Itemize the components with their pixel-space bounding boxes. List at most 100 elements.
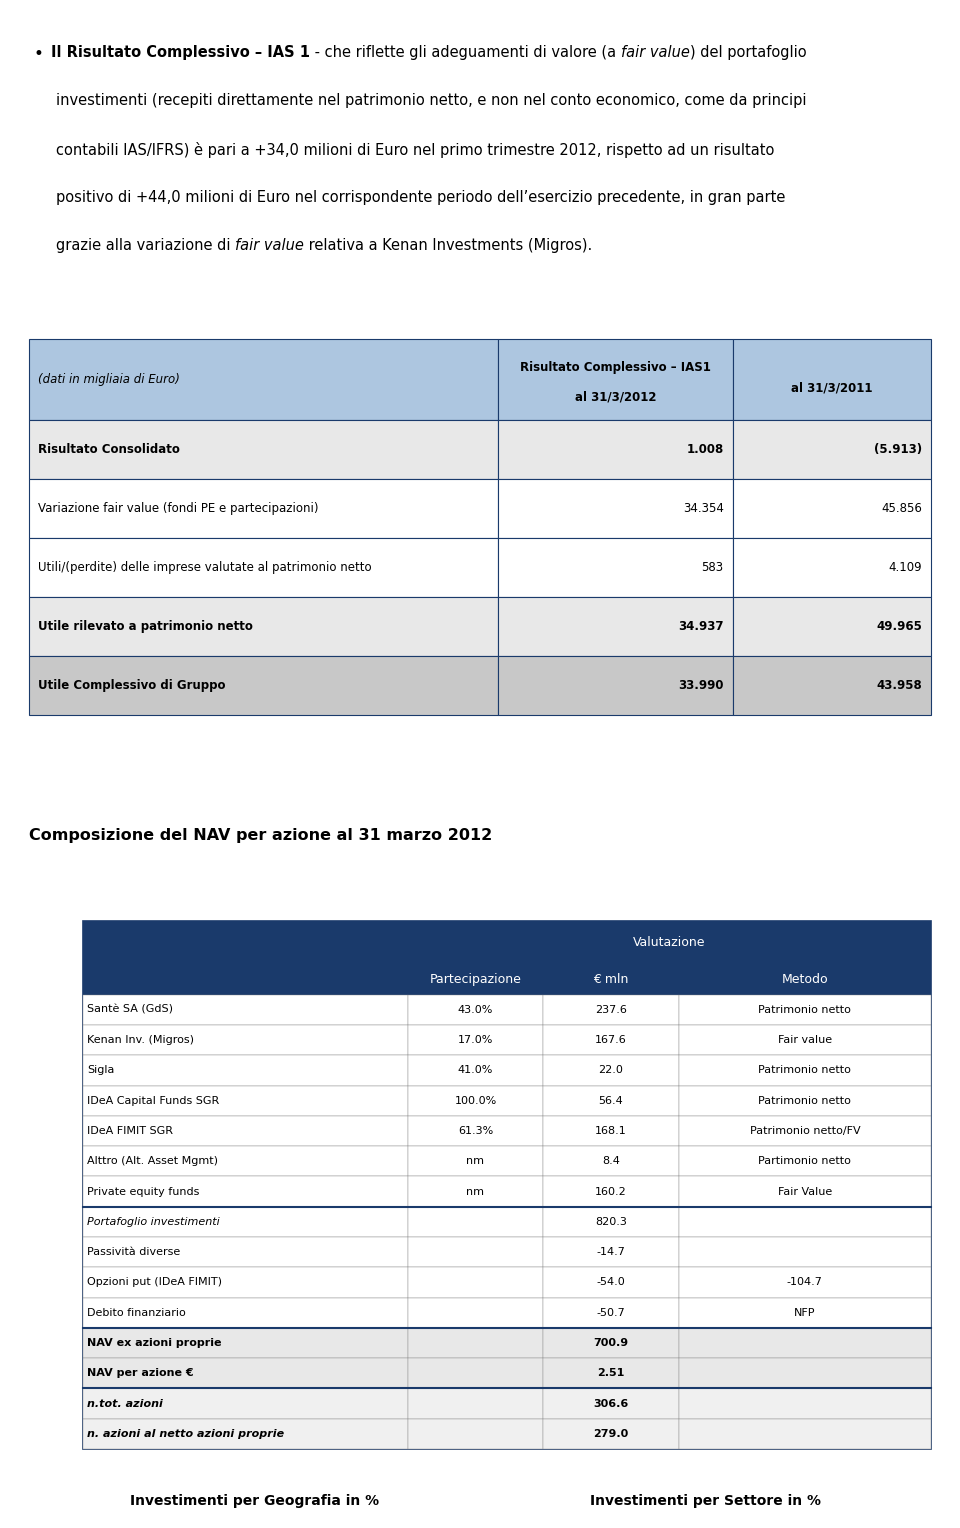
Bar bbox=[83, 1146, 408, 1177]
Bar bbox=[83, 1297, 408, 1328]
Bar bbox=[408, 1267, 543, 1297]
Text: 33.990: 33.990 bbox=[678, 678, 724, 692]
Bar bbox=[679, 1115, 931, 1146]
Bar bbox=[498, 480, 732, 538]
Bar bbox=[732, 656, 931, 715]
Text: 167.6: 167.6 bbox=[595, 1034, 627, 1045]
Bar bbox=[83, 1267, 408, 1297]
Bar bbox=[83, 995, 408, 1025]
Text: 583: 583 bbox=[702, 561, 724, 575]
Text: n. azioni al netto azioni proprie: n. azioni al netto azioni proprie bbox=[87, 1429, 284, 1439]
Text: 56.4: 56.4 bbox=[598, 1096, 623, 1106]
Bar bbox=[679, 1025, 931, 1056]
Text: IDeA FIMIT SGR: IDeA FIMIT SGR bbox=[87, 1126, 174, 1135]
Bar bbox=[543, 1238, 679, 1267]
Bar bbox=[679, 1146, 931, 1177]
Bar bbox=[679, 1420, 931, 1449]
Bar bbox=[679, 1389, 931, 1420]
Bar bbox=[83, 1177, 408, 1207]
Bar bbox=[543, 995, 679, 1025]
Bar bbox=[732, 480, 931, 538]
Text: Utile Complessivo di Gruppo: Utile Complessivo di Gruppo bbox=[37, 678, 226, 692]
Text: contabili IAS/IFRS) è pari a +34,0 milioni di Euro nel primo trimestre 2012, ris: contabili IAS/IFRS) è pari a +34,0 milio… bbox=[56, 142, 775, 157]
Text: ) del portafoglio: ) del portafoglio bbox=[690, 44, 806, 60]
Text: Patrimonio netto: Patrimonio netto bbox=[758, 1096, 852, 1106]
Bar bbox=[408, 1207, 543, 1238]
Text: positivo di +44,0 milioni di Euro nel corrispondente periodo dell’esercizio prec: positivo di +44,0 milioni di Euro nel co… bbox=[56, 189, 785, 205]
Text: Passività diverse: Passività diverse bbox=[87, 1247, 180, 1258]
Text: Variazione fair value (fondi PE e partecipazioni): Variazione fair value (fondi PE e partec… bbox=[37, 503, 319, 515]
Text: 49.965: 49.965 bbox=[876, 620, 923, 633]
Bar bbox=[408, 995, 543, 1025]
Bar bbox=[732, 420, 931, 480]
Text: Santè SA (GdS): Santè SA (GdS) bbox=[87, 1005, 174, 1015]
Text: -104.7: -104.7 bbox=[787, 1277, 823, 1288]
Text: Patrimonio netto: Patrimonio netto bbox=[758, 1065, 852, 1076]
Text: 100.0%: 100.0% bbox=[454, 1096, 496, 1106]
Bar bbox=[29, 339, 498, 420]
Text: 41.0%: 41.0% bbox=[458, 1065, 493, 1076]
Bar bbox=[29, 597, 498, 656]
Text: 34.937: 34.937 bbox=[678, 620, 724, 633]
Bar bbox=[543, 1328, 679, 1358]
Text: -54.0: -54.0 bbox=[596, 1277, 625, 1288]
Text: Partecipazione: Partecipazione bbox=[429, 973, 521, 986]
Bar bbox=[83, 921, 408, 964]
Text: nm: nm bbox=[467, 1157, 485, 1166]
Text: Metodo: Metodo bbox=[781, 973, 828, 986]
Text: al 31/3/2011: al 31/3/2011 bbox=[791, 380, 873, 394]
Text: Risultato Consolidato: Risultato Consolidato bbox=[37, 443, 180, 457]
Text: 45.856: 45.856 bbox=[881, 503, 923, 515]
Bar bbox=[543, 1267, 679, 1297]
Text: Risultato Complessivo – IAS1: Risultato Complessivo – IAS1 bbox=[520, 361, 710, 374]
Bar bbox=[543, 1358, 679, 1389]
Text: NAV per azione €: NAV per azione € bbox=[87, 1369, 194, 1378]
Bar bbox=[83, 1358, 408, 1389]
Text: Utili/(perdite) delle imprese valutate al patrimonio netto: Utili/(perdite) delle imprese valutate a… bbox=[37, 561, 372, 575]
Text: IDeA Capital Funds SGR: IDeA Capital Funds SGR bbox=[87, 1096, 220, 1106]
Bar bbox=[732, 339, 931, 420]
Text: 160.2: 160.2 bbox=[595, 1187, 627, 1196]
Text: 34.354: 34.354 bbox=[683, 503, 724, 515]
Bar bbox=[679, 1085, 931, 1115]
Text: n.tot. azioni: n.tot. azioni bbox=[87, 1398, 163, 1409]
Text: Kenan Inv. (Migros): Kenan Inv. (Migros) bbox=[87, 1034, 195, 1045]
Bar bbox=[498, 420, 732, 480]
Bar bbox=[543, 1085, 679, 1115]
Bar bbox=[543, 1025, 679, 1056]
Text: 17.0%: 17.0% bbox=[458, 1034, 493, 1045]
Bar bbox=[83, 1025, 408, 1056]
Text: 22.0: 22.0 bbox=[598, 1065, 623, 1076]
Text: Portafoglio investimenti: Portafoglio investimenti bbox=[87, 1216, 220, 1227]
Bar bbox=[543, 1207, 679, 1238]
Text: 237.6: 237.6 bbox=[595, 1005, 627, 1015]
Bar bbox=[679, 995, 931, 1025]
Bar bbox=[83, 1115, 408, 1146]
Bar bbox=[679, 1177, 931, 1207]
Text: Private equity funds: Private equity funds bbox=[87, 1187, 200, 1196]
Text: 306.6: 306.6 bbox=[593, 1398, 629, 1409]
Bar bbox=[732, 597, 931, 656]
Bar bbox=[408, 1146, 543, 1177]
Bar bbox=[408, 1238, 543, 1267]
Text: 2.51: 2.51 bbox=[597, 1369, 625, 1378]
Text: 4.109: 4.109 bbox=[889, 561, 923, 575]
Bar bbox=[83, 1420, 408, 1449]
Bar bbox=[498, 339, 732, 420]
Text: Fair Value: Fair Value bbox=[778, 1187, 832, 1196]
Text: Patrimonio netto/FV: Patrimonio netto/FV bbox=[750, 1126, 860, 1135]
Bar bbox=[543, 1297, 679, 1328]
Text: relativa a Kenan Investments (Migros).: relativa a Kenan Investments (Migros). bbox=[304, 238, 592, 254]
Text: al 31/3/2012: al 31/3/2012 bbox=[575, 391, 656, 403]
Bar bbox=[83, 1389, 408, 1420]
Bar bbox=[408, 964, 543, 995]
Bar bbox=[543, 1056, 679, 1085]
Bar bbox=[543, 1389, 679, 1420]
Bar bbox=[408, 1297, 543, 1328]
Bar bbox=[29, 538, 498, 597]
Bar bbox=[679, 1207, 931, 1238]
Bar bbox=[408, 1328, 543, 1358]
Bar bbox=[679, 1267, 931, 1297]
Bar bbox=[29, 656, 498, 715]
Text: 43.0%: 43.0% bbox=[458, 1005, 493, 1015]
